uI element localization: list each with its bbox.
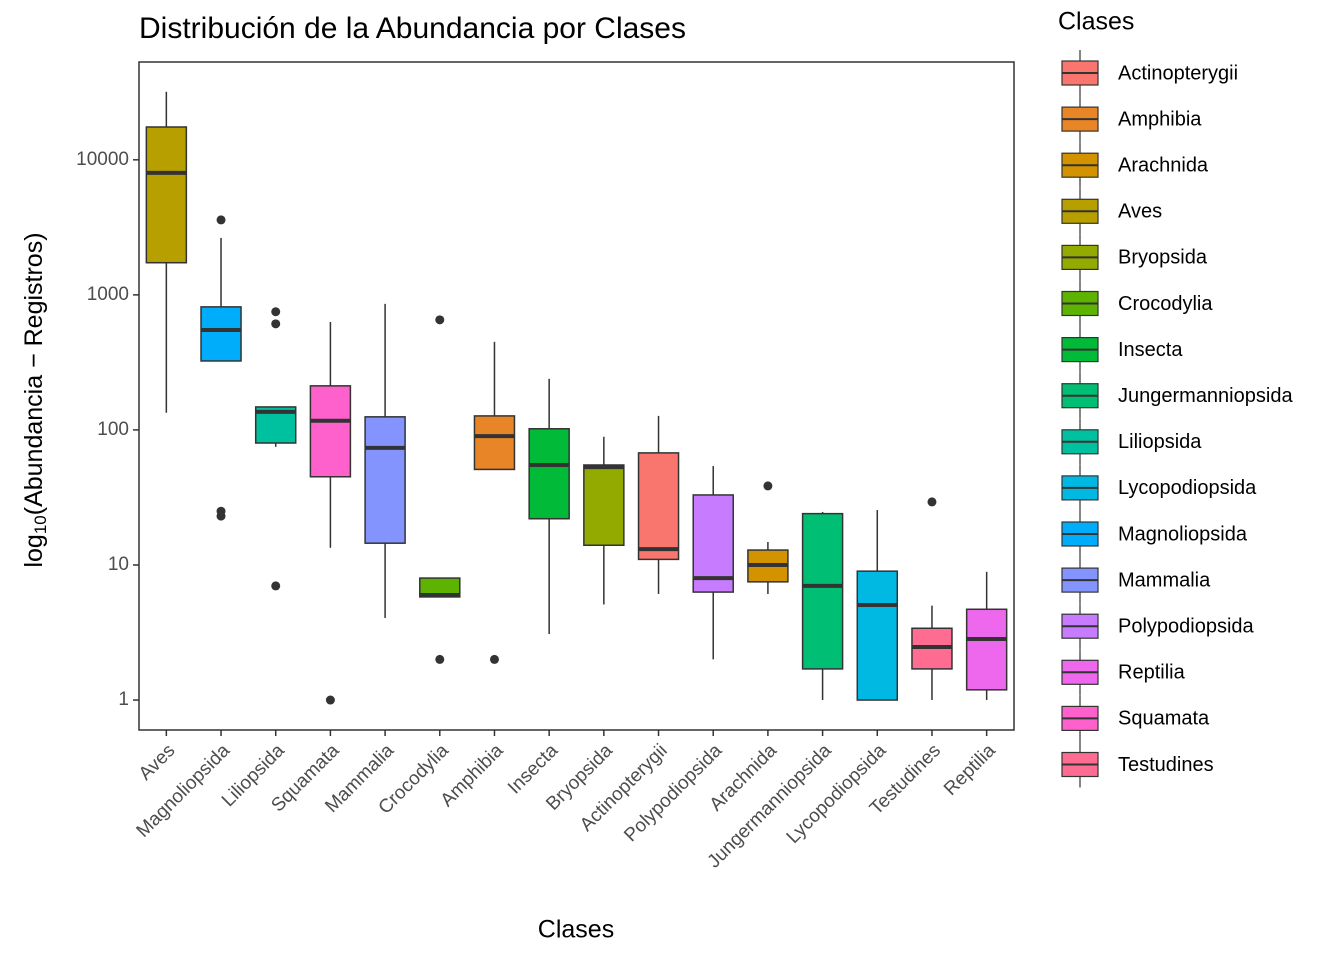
box bbox=[473, 415, 516, 471]
box bbox=[364, 416, 406, 544]
y-title-subscript: 10 bbox=[31, 515, 50, 534]
outlier bbox=[927, 497, 937, 507]
outlier bbox=[216, 511, 226, 521]
box bbox=[801, 512, 844, 670]
box bbox=[692, 494, 734, 593]
legend-label: Aves bbox=[1118, 201, 1162, 223]
box bbox=[856, 570, 899, 701]
y-tick-label: 10 bbox=[108, 554, 129, 575]
box bbox=[637, 452, 680, 561]
box bbox=[528, 428, 570, 520]
outlier bbox=[435, 315, 445, 325]
y-title-part: (Abundancia − Registros) bbox=[20, 232, 48, 515]
legend-label: Actinopterygii bbox=[1118, 62, 1238, 84]
legend-label: Bryopsida bbox=[1118, 247, 1208, 269]
box bbox=[200, 306, 242, 362]
outlier bbox=[271, 319, 281, 329]
legend-label: Insecta bbox=[1118, 339, 1183, 361]
y-tick-label: 10000 bbox=[76, 149, 129, 170]
outlier bbox=[325, 695, 335, 705]
legend-label: Polypodiopsida bbox=[1118, 615, 1255, 637]
legend-label: Lycopodiopsida bbox=[1118, 477, 1257, 499]
legend-label: Jungermanniopsida bbox=[1118, 385, 1293, 407]
legend-label: Liliopsida bbox=[1118, 431, 1202, 453]
x-axis-title: Clases bbox=[538, 916, 614, 944]
legend-label: Magnoliopsida bbox=[1118, 523, 1248, 545]
legend-label: Crocodylia bbox=[1118, 293, 1213, 315]
outlier bbox=[763, 481, 773, 491]
box bbox=[965, 608, 1008, 691]
y-title-part: log bbox=[20, 534, 48, 567]
outlier bbox=[435, 654, 445, 664]
y-axis-title: log10(Abundancia − Registros) bbox=[20, 232, 51, 567]
legend-label: Amphibia bbox=[1118, 108, 1202, 130]
outlier bbox=[271, 307, 281, 317]
outlier bbox=[489, 654, 499, 664]
legend-label: Testudines bbox=[1118, 754, 1214, 776]
legend-label: Reptilia bbox=[1118, 662, 1186, 684]
legend-label: Squamata bbox=[1118, 708, 1210, 730]
legend-label: Mammalia bbox=[1118, 569, 1211, 591]
y-tick-label: 1 bbox=[118, 689, 129, 710]
chart-title: Distribución de la Abundancia por Clases bbox=[139, 12, 686, 45]
box bbox=[309, 385, 352, 478]
plot-border bbox=[138, 61, 1015, 731]
outlier bbox=[271, 581, 281, 591]
legend-label: Arachnida bbox=[1118, 154, 1209, 176]
legend-title: Clases bbox=[1058, 8, 1134, 36]
y-tick-label: 100 bbox=[97, 419, 129, 440]
box bbox=[583, 464, 625, 546]
box bbox=[145, 126, 188, 264]
y-tick-label: 1000 bbox=[87, 284, 129, 305]
outlier bbox=[216, 215, 226, 225]
